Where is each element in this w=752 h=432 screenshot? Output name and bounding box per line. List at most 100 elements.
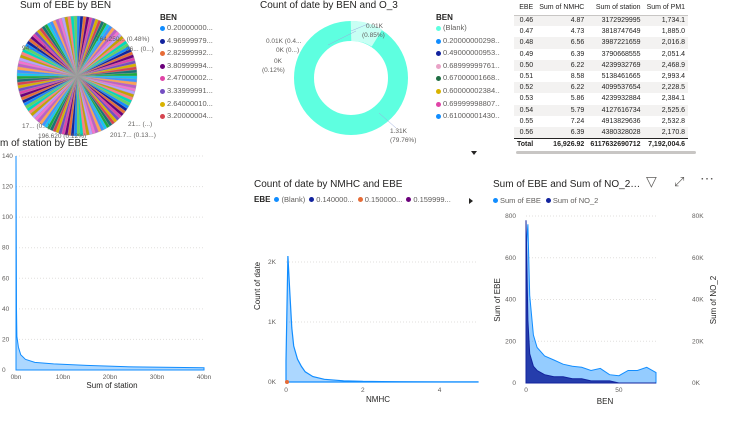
legend-item[interactable]: 3.80999994... — [160, 60, 213, 73]
legend-item-label: 3.33999991... — [167, 85, 213, 95]
combo-ebe-area-series[interactable] — [525, 224, 657, 384]
table-row[interactable]: 0.49 6.39 3790668555 2,051.4 — [514, 49, 688, 60]
legend-dot-icon — [436, 26, 441, 31]
legend-item[interactable]: 2.64000010... — [160, 98, 213, 111]
legend-item[interactable]: 0.20000000298... — [436, 35, 500, 48]
matrix-cell: 4913829636 — [601, 117, 641, 125]
combo-chart[interactable]: 800 80K 600 60K 400 40K 200 20K 0 0K 0 50 Sum of EB… — [490, 176, 752, 406]
legend-item[interactable]: 0.159999... — [406, 195, 451, 204]
table-row[interactable]: 0.55 7.24 4913829636 2,532.8 — [514, 116, 688, 127]
table-row[interactable]: 0.46 4.87 3172929995 1,734.1 — [514, 15, 689, 27]
legend-item[interactable]: 4.96999979... — [160, 35, 213, 48]
station-visual[interactable]: m of station by EBE 140 120 100 80 60 40 20 0 0b… — [0, 136, 222, 396]
legend-item[interactable]: 0.140000... — [309, 195, 354, 204]
station-area-series[interactable] — [15, 155, 205, 371]
matrix-column-header[interactable]: Sum of station — [587, 0, 644, 16]
pie-label-0: 764,250... (0.48%) — [96, 36, 149, 43]
legend-item-label: 0.150000... — [364, 195, 403, 204]
matrix-cell: 2,532.8 — [661, 117, 686, 125]
legend-item[interactable]: 2.47000002... — [160, 72, 213, 85]
donut-date-visual[interactable]: Count of date by BEN and O_3 0.01K (0.85… — [256, 0, 500, 160]
donut-small-segment[interactable] — [350, 21, 383, 47]
legend-item-label: 4.96999979... — [167, 35, 213, 45]
nmhc-y-axis-title: Count of date — [253, 261, 262, 310]
table-row[interactable]: 0.47 4.73 3818747649 1,885.0 — [514, 26, 688, 37]
matrix-cell: 6.22 — [536, 82, 588, 94]
matrix-cell: 2,993.4 — [661, 73, 686, 81]
donut-label-main-pct: (79.76%) — [390, 137, 416, 144]
table-row[interactable]: 0.56 6.39 4380328028 2,170.8 — [514, 126, 689, 139]
matrix-cell: 4.73 — [570, 28, 585, 36]
legend-item-label: 0.49000000953... — [443, 48, 500, 58]
table-row[interactable]: 0.52 6.22 4099537654 2,228.5 — [514, 82, 689, 94]
legend-item[interactable]: 0.68999999761... — [436, 60, 500, 73]
matrix-cell: 4127616734 — [587, 104, 644, 116]
legend-item[interactable]: (Blank) — [274, 195, 305, 204]
matrix-cell: 5.79 — [536, 104, 588, 116]
y-tick-label: 60 — [2, 275, 10, 282]
donut-main-ring[interactable] — [294, 21, 408, 135]
station-title: m of station by EBE — [0, 138, 88, 149]
matrix-cell: 6.56 — [536, 37, 588, 49]
table-row[interactable]: 0.51 8.58 5138461665 2,993.4 — [514, 71, 688, 82]
combo-visual[interactable]: Sum of EBE and Sum of NO_2 by BEN ▽ ⤢ ⋯ … — [490, 176, 752, 406]
table-row[interactable]: 0.53 5.86 4239932884 2,384.1 — [514, 93, 688, 104]
legend-item[interactable]: 2.82999992... — [160, 47, 213, 60]
legend-dot-icon — [160, 26, 165, 31]
legend-dot-icon — [160, 88, 165, 94]
x-tick-label: 0bn — [11, 374, 22, 381]
legend-item[interactable]: 0.60000002384... — [436, 85, 500, 98]
matrix-cell: 0.53 — [519, 95, 534, 103]
matrix-column-header[interactable]: EBE — [514, 0, 537, 16]
legend-scroll-down-icon[interactable] — [471, 151, 477, 155]
matrix-hscrollbar[interactable] — [516, 151, 696, 154]
nmhc-marker[interactable] — [285, 380, 289, 384]
legend-item[interactable]: 0.69999998807... — [436, 98, 500, 111]
matrix-cell: 4239932884 — [601, 95, 641, 103]
legend-item[interactable]: 3.33999991... — [160, 85, 213, 98]
legend-item[interactable]: 0.20000000... — [160, 22, 213, 35]
matrix-visual[interactable]: EBE Sum of NMHC Sum of station Sum of PM1 0… — [512, 0, 752, 156]
matrix-cell: 0.48 — [514, 37, 537, 49]
filter-icon[interactable]: ▽ — [646, 176, 657, 189]
y-tick-label: 80 — [2, 245, 10, 252]
legend-item-label: 0.20000000298... — [443, 35, 500, 45]
table-row[interactable]: 0.50 6.22 4239932769 2,468.9 — [514, 59, 689, 71]
pie-ebe-chart[interactable]: 764,250... (0.48%) 26... (0...) 94... (.… — [0, 0, 160, 140]
donut-label-b: 0K (0...) — [276, 47, 299, 54]
combo-y-left-title: Sum of EBE — [493, 278, 502, 322]
legend-next-icon[interactable] — [469, 198, 473, 204]
table-row[interactable]: 0.48 6.56 3987221659 2,016.8 — [514, 37, 689, 49]
y-right-tick-label: 40K — [692, 297, 704, 304]
nmhc-visual[interactable]: Count of date by NMHC and EBE EBE (Blank… — [250, 176, 486, 406]
legend-item[interactable]: (Blank) — [436, 22, 500, 35]
legend-dot-icon — [309, 197, 315, 202]
nmhc-chart[interactable]: 2K 1K 0K 0 2 4 Count of date NMHC — [250, 176, 486, 406]
legend-item[interactable]: Sum of EBE — [493, 196, 541, 205]
legend-item[interactable]: 3.20000004... — [160, 110, 213, 123]
table-row[interactable]: 0.54 5.79 4127616734 2,525.6 — [514, 104, 689, 116]
legend-item[interactable]: 0.61000001430... — [436, 110, 500, 123]
nmhc-area-series[interactable] — [285, 255, 479, 383]
y-right-tick-label: 60K — [692, 255, 704, 262]
station-chart[interactable]: 140 120 100 80 60 40 20 0 0bn 10bn 20bn 30bn 40bn Su… — [0, 136, 222, 396]
donut-date-chart[interactable]: 0.01K (0.85%) 0.01K (0.4... 0K (0...) 0K… — [256, 0, 434, 160]
combo-no2-area-series[interactable] — [525, 220, 656, 384]
matrix-cell: 3790668555 — [601, 50, 641, 58]
more-options-icon[interactable]: ⋯ — [700, 176, 714, 186]
legend-item[interactable]: 0.67000001668... — [436, 72, 500, 85]
y-left-tick-label: 400 — [505, 297, 516, 304]
station-x-axis-title: Sum of station — [86, 381, 137, 390]
pie-ebe-visual[interactable]: Sum of EBE by BEN 764,250... (0.48%) 26.… — [0, 0, 250, 140]
legend-item[interactable]: Sum of NO_2 — [545, 196, 598, 205]
legend-item[interactable]: 0.150000... — [357, 195, 403, 204]
matrix-header-row: EBE Sum of NMHC Sum of station Sum of PM1 — [514, 0, 689, 16]
pie-slice[interactable] — [73, 15, 78, 77]
legend-item[interactable]: 0.49000000953... — [436, 47, 500, 60]
matrix-column-header[interactable]: Sum of NMHC — [536, 0, 588, 16]
x-tick-label: 40bn — [197, 374, 212, 381]
focus-mode-icon[interactable]: ⤢ — [674, 176, 685, 189]
matrix-cell: 0.54 — [514, 104, 537, 116]
matrix-column-header[interactable]: Sum of PM1 — [643, 0, 689, 16]
x-tick-label: 0 — [284, 387, 288, 394]
